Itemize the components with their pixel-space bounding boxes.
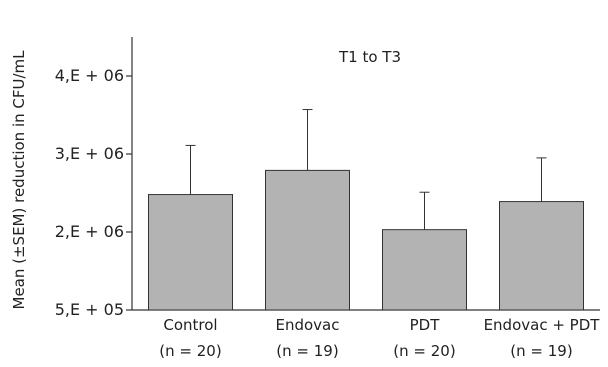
bar (382, 229, 467, 311)
bars-group (148, 169, 584, 311)
category-label: PDT (410, 316, 441, 334)
y-tick-label: 3,E + 06 (55, 144, 124, 163)
chart-annotation: T1 to T3 (338, 48, 401, 66)
y-tick-label: 2,E + 06 (55, 222, 124, 241)
y-axis-label: Mean (±SEM) reduction in CFU/mL (10, 50, 28, 310)
category-n-label: (n = 20) (393, 342, 455, 360)
y-tick-label: 4,E + 06 (55, 66, 124, 85)
error-bars-group (185, 109, 547, 230)
category-label: Endovac (276, 316, 340, 334)
category-n-label: (n = 19) (276, 342, 338, 360)
y-tick-label: 5,E + 05 (55, 300, 124, 319)
category-n-label: (n = 19) (510, 342, 572, 360)
category-label: Endovac + PDT (484, 316, 601, 334)
category-n-label: (n = 20) (159, 342, 221, 360)
y-ticks-group: 5,E + 05 2,E + 06 3,E + 06 4,E + 06 (55, 66, 132, 319)
bar (499, 201, 584, 311)
category-labels-group: Control (n = 20) Endovac (n = 19) PDT (n = 20… (159, 316, 600, 360)
category-label: Control (163, 316, 217, 334)
bar (265, 169, 350, 311)
bar (148, 194, 233, 311)
